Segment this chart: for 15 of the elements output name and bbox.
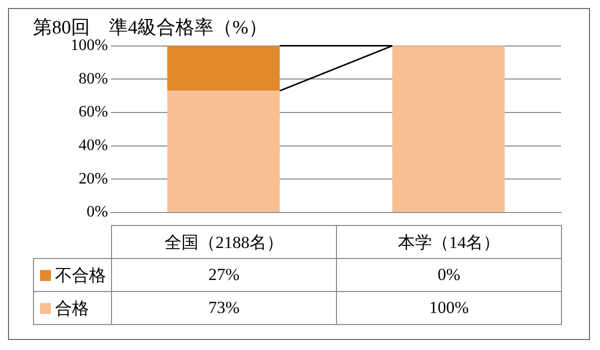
chart-title: 第80回 準4級合格率（%） xyxy=(33,16,268,38)
data-label: 73% xyxy=(112,292,336,324)
x-tick-label: 全国（2188名） xyxy=(112,226,336,258)
legend-label: 不合格 xyxy=(55,266,106,284)
x-tick-label: 本学（14名） xyxy=(336,226,562,258)
y-tick-label: 0% xyxy=(86,204,108,221)
y-tick-label: 20% xyxy=(78,170,108,188)
y-tick-label: 100% xyxy=(70,37,108,54)
y-tick-label: 60% xyxy=(78,104,108,121)
data-label: 100% xyxy=(336,292,562,324)
data-label: 27% xyxy=(112,258,336,292)
y-tick-label: 80% xyxy=(78,70,108,88)
legend-label: 合格 xyxy=(55,298,89,318)
y-tick-label: 40% xyxy=(78,136,108,154)
data-label: 0% xyxy=(336,258,562,292)
